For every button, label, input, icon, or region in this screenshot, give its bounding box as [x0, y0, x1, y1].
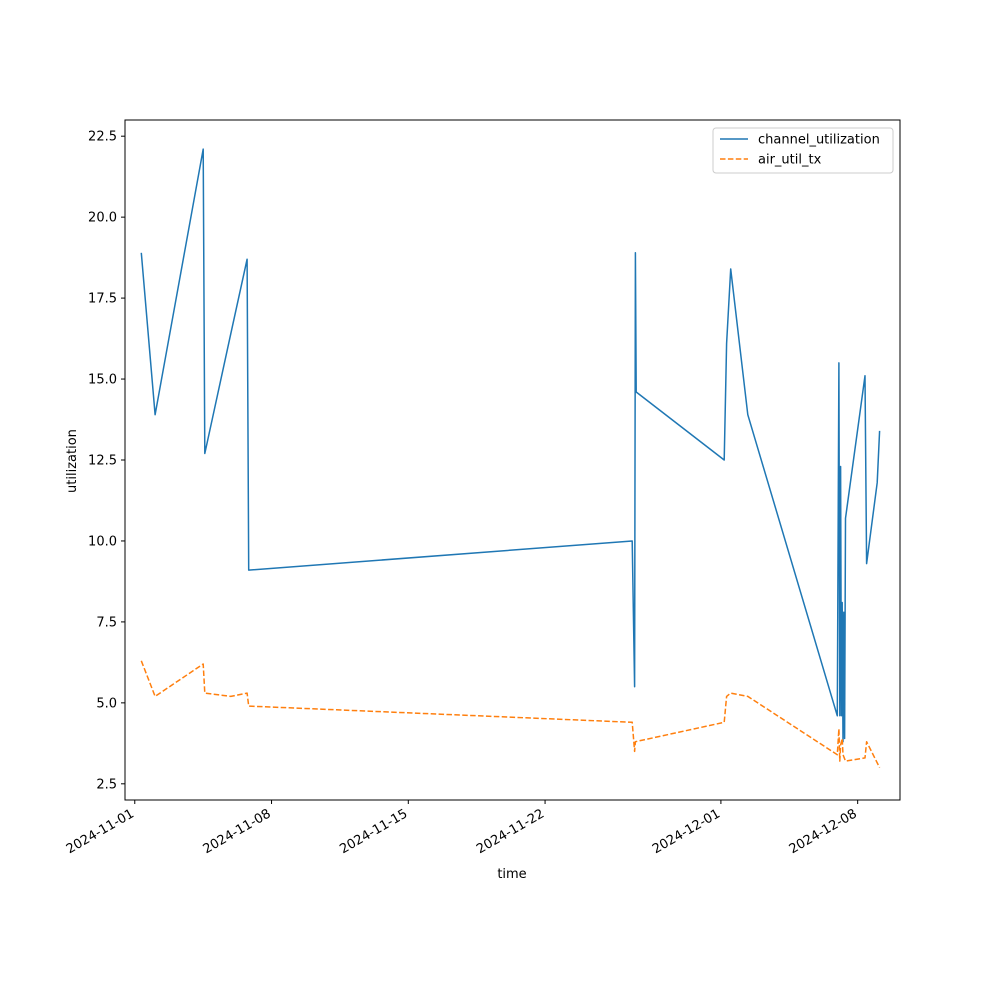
- series-line-channel-utilization: [140, 148, 881, 743]
- y-tick-label: 17.5: [88, 292, 117, 307]
- series-layer: [140, 148, 881, 768]
- y-tick-label: 15.0: [88, 373, 117, 388]
- y-axis-label: utilization: [65, 429, 80, 493]
- y-tick-label: 22.5: [88, 130, 117, 145]
- y-tick-label: 20.0: [88, 211, 117, 226]
- x-axis-label: time: [497, 867, 526, 882]
- y-tick-label: 12.5: [88, 454, 117, 469]
- y-tick-label: 5.0: [96, 696, 117, 711]
- legend-box: [712, 127, 894, 174]
- legend-label: air_util_tx: [758, 153, 822, 168]
- series-line-air-util-tx: [140, 660, 881, 768]
- legend-label: channel_utilization: [758, 133, 880, 148]
- legend: channel_utilization air_util_tx: [712, 127, 894, 174]
- y-tick-label: 7.5: [96, 615, 117, 630]
- y-tick-label: 2.5: [96, 777, 117, 792]
- y-tick-label: 10.0: [88, 534, 117, 549]
- y-axis: 2.5 5.0 7.5 10.0 12.5 15.0 17.5 20.0 22.5: [88, 130, 125, 792]
